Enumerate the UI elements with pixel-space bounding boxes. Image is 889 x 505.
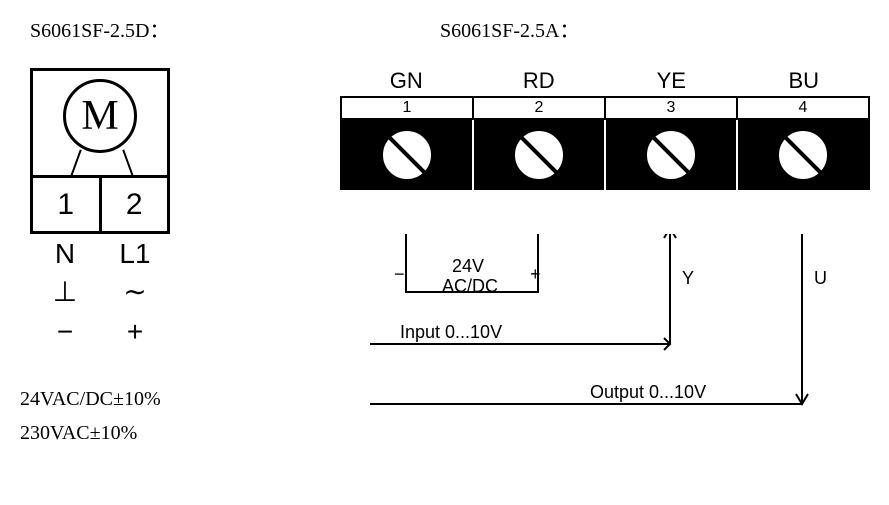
sym-plus: + xyxy=(100,318,170,346)
label-minus: − xyxy=(394,264,405,285)
motor-terminal-1: 1 xyxy=(33,178,102,231)
terminal-idx-4: 4 xyxy=(738,98,868,118)
sym-ac: ∼ xyxy=(100,278,170,306)
signal-y: Y xyxy=(682,268,694,289)
label-24v: 24V xyxy=(452,256,484,277)
left-motor-diagram: M 1 2 xyxy=(30,68,170,234)
left-pin-names: N L1 xyxy=(30,238,170,270)
signal-u: U xyxy=(814,268,827,289)
label-plus: + xyxy=(530,264,541,285)
title-right: S6061SF-2.5A： xyxy=(440,14,579,43)
left-symbols-row1: ⊥ ∼ xyxy=(30,278,170,306)
title-left: S6061SF-2.5D： xyxy=(30,14,169,43)
wire-gn: GN xyxy=(340,68,473,94)
voltage-24v: 24VAC/DC±10% xyxy=(20,388,161,411)
wiring-lines xyxy=(340,234,870,454)
motor-leg xyxy=(70,150,81,177)
motor-icon: M xyxy=(63,79,137,153)
wire-rd: RD xyxy=(473,68,606,94)
sym-minus: − xyxy=(30,318,100,346)
right-terminal-diagram: GN RD YE BU 1 2 3 4 xyxy=(340,68,870,190)
motor-leg xyxy=(122,150,133,177)
sym-ground: ⊥ xyxy=(30,278,100,306)
motor-frame: M xyxy=(30,68,170,178)
wire-color-row: GN RD YE BU xyxy=(340,68,870,94)
label-acdc: AC/DC xyxy=(442,276,498,297)
label-input: Input 0...10V xyxy=(400,322,502,343)
terminal-idx-3: 3 xyxy=(606,98,738,118)
terminal-idx-2: 2 xyxy=(474,98,606,118)
voltage-230v: 230VAC±10% xyxy=(20,422,137,445)
screw-3 xyxy=(606,120,738,190)
terminal-body xyxy=(340,120,870,190)
label-output: Output 0...10V xyxy=(590,382,706,403)
left-symbols-row2: − + xyxy=(30,318,170,346)
wire-ye: YE xyxy=(605,68,738,94)
motor-terminal-2: 2 xyxy=(102,178,168,231)
pin-n: N xyxy=(30,238,100,270)
screw-4 xyxy=(738,120,868,190)
screw-1 xyxy=(342,120,474,190)
pin-l1: L1 xyxy=(100,238,170,270)
terminal-index-row: 1 2 3 4 xyxy=(340,96,870,120)
terminal-idx-1: 1 xyxy=(342,98,474,118)
wire-bu: BU xyxy=(738,68,871,94)
motor-terminal-row: 1 2 xyxy=(30,178,170,234)
screw-2 xyxy=(474,120,606,190)
